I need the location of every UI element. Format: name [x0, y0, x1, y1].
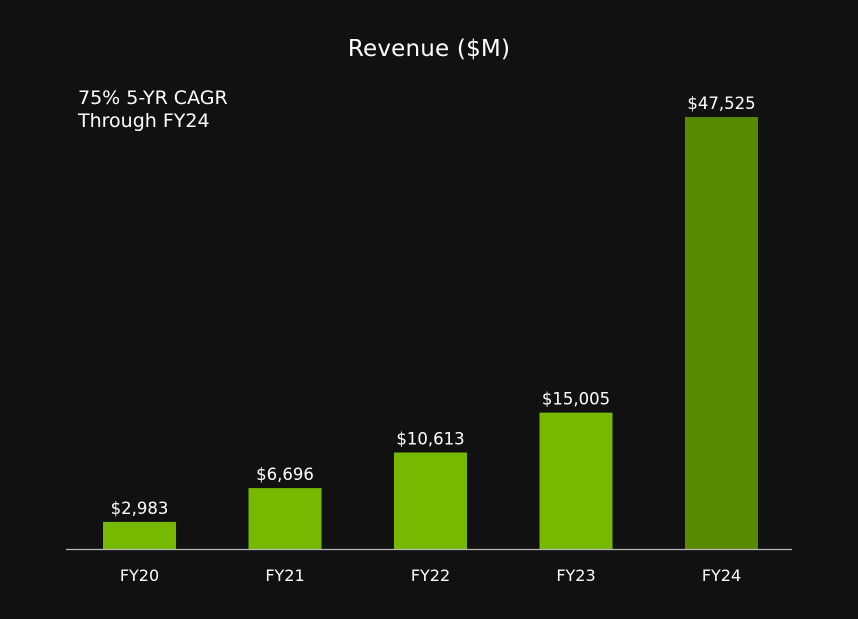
- cagr-annotation-line1: 75% 5-YR CAGR: [78, 87, 228, 109]
- bar-value-label: $15,005: [542, 390, 610, 409]
- bar-fy20: [103, 521, 176, 549]
- x-tick-label: FY23: [556, 566, 595, 585]
- bar-value-label: $2,983: [111, 499, 169, 518]
- x-tick-label: FY24: [702, 566, 741, 585]
- bar-fy21: [248, 488, 322, 549]
- bar-fy23: [539, 412, 613, 549]
- chart-title: Revenue ($M): [347, 36, 511, 62]
- bar-fy24: [685, 117, 758, 549]
- bar-value-label: $6,696: [256, 465, 314, 484]
- bar-value-label: $10,613: [396, 430, 464, 449]
- bar-value-label: $47,525: [687, 94, 755, 113]
- x-tick-label: FY20: [120, 566, 159, 585]
- cagr-annotation-line2: Through FY24: [78, 110, 210, 132]
- x-tick-label: FY21: [265, 566, 304, 585]
- cagr-annotation: 75% 5-YR CAGR Through FY24: [78, 87, 228, 133]
- x-tick-label: FY22: [411, 566, 450, 585]
- bar-fy22: [394, 452, 467, 549]
